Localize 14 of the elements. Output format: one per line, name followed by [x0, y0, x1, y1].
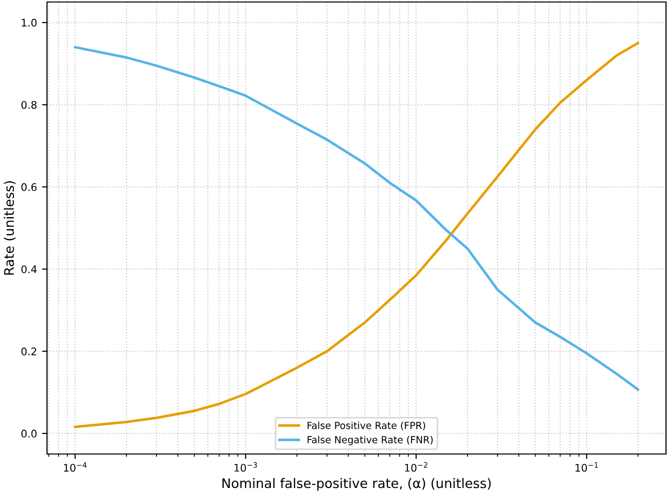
legend-label: False Negative Rate (FNR) [308, 436, 433, 446]
y-axis-title: Rate (unitless) [4, 181, 16, 275]
y-tick-label: 0.0 [21, 430, 37, 438]
y-tick-label: 1.0 [22, 18, 37, 27]
x-tick-label: 10$^{−3}$ [234, 462, 257, 472]
x-axis-title: Nominal false-positive rate, (α) (unitless) [222, 478, 491, 491]
x-tick-label: 10$^{−1}$ [576, 462, 598, 472]
legend-label: False Positive Rate (FPR) [308, 422, 426, 430]
y-tick-label: 0.6 [21, 183, 37, 192]
x-tick-label: 10$^{−4}$ [64, 462, 87, 472]
x-tick-label: 10$^{−2}$ [405, 462, 428, 472]
y-tick-label: 0.2 [21, 348, 36, 356]
y-tick-label: 0.4 [21, 265, 37, 274]
y-tick-label: 0.8 [21, 100, 37, 109]
